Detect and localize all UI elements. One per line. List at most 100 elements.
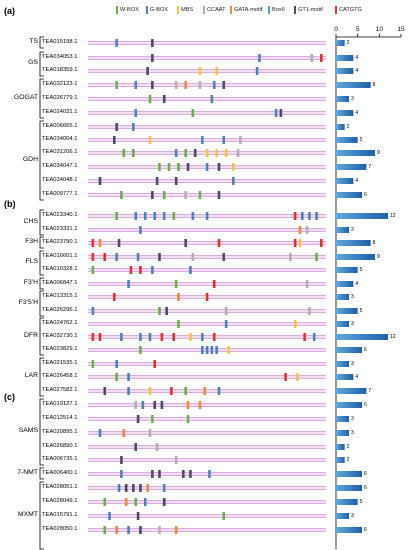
count-label: 3 (351, 512, 354, 519)
count-label: 4 (355, 54, 359, 61)
motif-gata-motif-mark (146, 484, 149, 492)
count-label: 3 (351, 320, 354, 327)
count-label: 9 (377, 149, 380, 156)
motif-gata-motif-mark (177, 293, 180, 301)
gene-id-label: TEA026458.1 (42, 373, 78, 379)
motif-g-box-mark (127, 280, 130, 288)
count-bar (336, 416, 349, 422)
motif-catgtg-mark (112, 293, 116, 301)
count-label: 3 (351, 415, 354, 422)
motif-mbs-mark (293, 320, 297, 328)
motif-gt1-motif-mark (98, 177, 102, 185)
motif-gt1-motif-mark (136, 415, 140, 423)
group-label: F3'H (23, 278, 38, 286)
group-label: LAR (24, 372, 38, 379)
gene-id-label: TEA009777.1 (42, 191, 78, 197)
motif-catgtg-mark (91, 333, 95, 341)
motif-mbs-mark (148, 136, 152, 144)
count-label: 5 (359, 136, 363, 143)
motif-g-box-mark (139, 333, 142, 341)
motif-w-box-mark (222, 512, 226, 520)
motif-w-box-mark (134, 498, 137, 506)
motif-w-box-mark (177, 163, 180, 171)
motif-ccaat-mark (236, 149, 240, 157)
motif-gt1-motif-mark (151, 470, 154, 478)
motif-gt1-motif-mark (151, 39, 154, 47)
motif-g-box-mark (201, 333, 204, 341)
count-label: 2 (346, 39, 350, 46)
motif-catgtg-mark (91, 239, 95, 247)
gene-id-label: TEA032123.1 (42, 81, 78, 87)
count-bar (336, 110, 354, 116)
group-label: SAMS (18, 427, 38, 434)
motif-gt1-motif-mark (158, 470, 161, 478)
group-label: 7-NMT (17, 468, 38, 476)
group-bracket (39, 78, 44, 119)
legend-item: CATGTG (335, 4, 362, 16)
gene-id-label: TEA019127.1 (42, 401, 78, 407)
motif-w-box-mark (158, 307, 161, 315)
legend-item: W-BOX (116, 4, 139, 16)
motif-g-box-mark (148, 333, 152, 341)
gene-id-label: TEA034048.1 (42, 177, 78, 183)
motif-g-box-mark (151, 266, 154, 274)
group-label: F3'5'H (18, 298, 38, 306)
motif-g-box-mark (91, 307, 95, 315)
count-label: 7 (368, 163, 372, 170)
motif-ccaat-mark (224, 307, 228, 315)
legend-label: MBS (181, 7, 194, 13)
gene-id-label: TEA026296.1 (42, 307, 78, 313)
gene-id-label: TEA012514.1 (42, 415, 78, 421)
motif-mbs-mark (215, 67, 218, 75)
count-label: 3 (351, 429, 354, 436)
motif-w-box-mark (103, 498, 107, 506)
motif-catgtg-mark (129, 266, 133, 274)
motif-w-box-mark (115, 212, 118, 220)
group-label: GOGAT (13, 93, 38, 101)
motif-g-box-mark (255, 67, 259, 75)
count-label: 5 (359, 266, 363, 273)
motif-ccaat-mark (308, 307, 311, 315)
motif-gt1-motif-mark (103, 387, 107, 395)
motif-w-box-mark (132, 149, 135, 157)
motif-gata-motif-mark (203, 387, 207, 395)
motif-gt1-motif-mark (132, 484, 135, 492)
count-bar (336, 68, 354, 74)
motif-g-box-mark (127, 387, 130, 395)
count-bar (336, 213, 388, 219)
count-bar (336, 499, 358, 505)
group-label: GDH (22, 155, 38, 163)
motif-w-box-mark (151, 415, 154, 423)
count-bar (336, 321, 349, 327)
group-bracket (39, 290, 44, 317)
gene-id-label: TEA010328.1 (42, 266, 78, 272)
motif-g-box-mark (301, 212, 304, 220)
motif-g-box-mark (217, 387, 221, 395)
motif-g-box-mark (134, 81, 137, 89)
gene-id-label: TEA028049.1 (42, 498, 78, 504)
panel-label: (b) (4, 199, 16, 209)
motif-ccaat-mark (174, 456, 178, 464)
count-bar (336, 55, 354, 61)
motif-gt1-motif-mark (222, 81, 226, 89)
motif-gt1-motif-mark (151, 191, 154, 199)
motif-gt1-motif-mark (279, 109, 283, 117)
group-label: TS (29, 37, 38, 45)
motif-ccaat-mark (148, 429, 152, 437)
axis-tick-label: 5 (355, 26, 360, 33)
count-bar (336, 164, 367, 170)
motif-g-box-mark (215, 346, 218, 354)
group-label: MXMT (17, 510, 38, 518)
gene-id-label: TEA006400.1 (42, 470, 78, 476)
legend-label: CATGTG (339, 7, 362, 13)
group-bracket (39, 209, 44, 236)
motif-catgtg-mark (293, 212, 297, 220)
group-bracket (39, 36, 44, 49)
count-label: 3 (351, 360, 354, 367)
count-bar (336, 281, 354, 287)
gene-id-label: TEA032730.1 (42, 333, 78, 339)
motif-w-box-mark (162, 191, 166, 199)
count-label: 3 (351, 226, 354, 233)
count-bar (336, 308, 358, 314)
motif-g-box-mark (274, 109, 278, 117)
